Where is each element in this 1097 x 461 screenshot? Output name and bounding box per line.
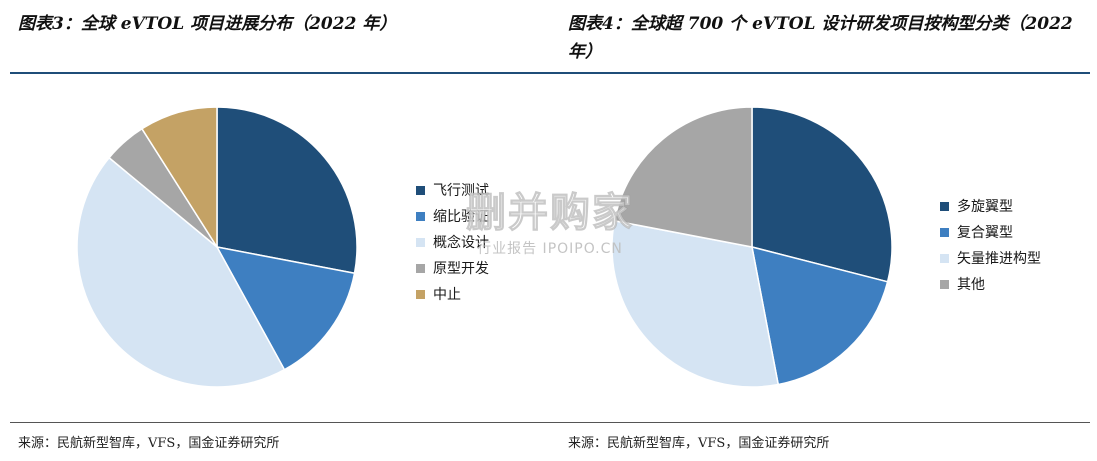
legend-swatch	[940, 227, 949, 237]
legend-swatch	[940, 201, 949, 211]
legend-item: 多旋翼型	[940, 193, 1041, 219]
pie-slice-5	[140, 106, 218, 250]
pie-chart-configuration	[611, 106, 893, 388]
legend-item: 其他	[940, 271, 1041, 297]
pie-slice-1	[751, 106, 893, 283]
pie-slice-2	[215, 245, 356, 371]
legend-label: 矢量推进构型	[957, 251, 1041, 267]
legend-label: 中止	[433, 287, 461, 303]
pie-slice-2	[751, 245, 889, 386]
legend-label: 概念设计	[433, 235, 489, 251]
legend-item: 矢量推进构型	[940, 245, 1041, 271]
pie-slice-3	[611, 219, 780, 388]
pie-slice-4	[613, 106, 753, 248]
footer-divider	[10, 422, 1090, 423]
source-note-left: 来源：民航新型智库，VFS，国金证券研究所	[18, 436, 280, 451]
legend-swatch	[416, 185, 425, 195]
legend-label: 复合翼型	[957, 225, 1013, 241]
chart-title-right: 图表4：全球超 700 个 eVTOL 设计研发项目按构型分类（2022 年）	[568, 14, 1073, 62]
legend-label: 原型开发	[433, 261, 489, 277]
pie-chart-project-progress	[76, 106, 358, 388]
legend-swatch	[940, 279, 949, 289]
legend-swatch	[940, 253, 949, 263]
pie-slice-3	[76, 156, 286, 388]
legend-item: 原型开发	[416, 255, 489, 281]
legend-configuration: 多旋翼型复合翼型矢量推进构型 其他	[940, 193, 1041, 297]
legend-item: 缩比验证	[416, 203, 489, 229]
legend-swatch	[416, 263, 425, 273]
legend-item: 飞行测试	[416, 177, 489, 203]
legend-swatch	[416, 211, 425, 221]
legend-label: 其他	[957, 277, 985, 293]
legend-label: 飞行测试	[433, 183, 489, 199]
pie-slice-1	[216, 106, 358, 275]
legend-swatch	[416, 289, 425, 299]
legend-item: 中止	[416, 281, 489, 307]
legend-item: 概念设计	[416, 229, 489, 255]
legend-swatch	[416, 237, 425, 247]
header-divider	[10, 72, 1090, 74]
legend-label: 多旋翼型	[957, 199, 1013, 215]
legend-project-progress: 飞行测试缩比验证概念设计原型开发中止	[416, 177, 489, 307]
legend-item: 复合翼型	[940, 219, 1041, 245]
chart-title-left: 图表3：全球 eVTOL 项目进展分布（2022 年）	[18, 14, 397, 34]
legend-label: 缩比验证	[433, 209, 489, 225]
source-note-right: 来源：民航新型智库，VFS，国金证券研究所	[568, 436, 830, 451]
